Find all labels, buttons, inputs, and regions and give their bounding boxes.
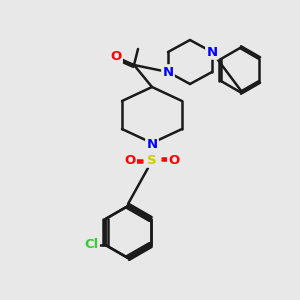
Text: O: O xyxy=(124,154,136,166)
Text: N: N xyxy=(162,65,174,79)
Text: Cl: Cl xyxy=(84,238,99,251)
Text: S: S xyxy=(147,154,157,166)
Text: O: O xyxy=(168,154,180,166)
Text: N: N xyxy=(206,46,218,59)
Text: N: N xyxy=(146,139,158,152)
Text: O: O xyxy=(110,50,122,64)
